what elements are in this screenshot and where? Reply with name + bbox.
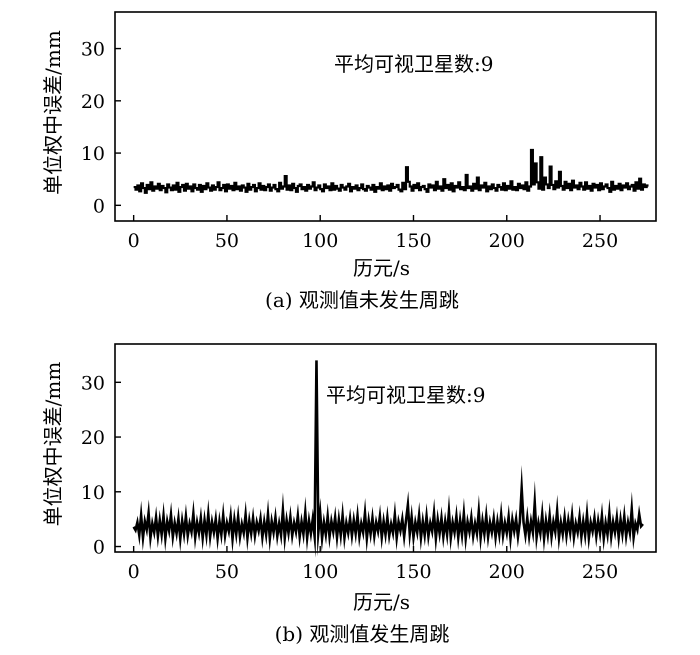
x-axis-label: 历元/s [353, 590, 410, 614]
series-line-0 [133, 148, 649, 194]
y-tick-label-30: 30 [81, 39, 105, 61]
y-axis-label: 单位权中误差/mm [41, 30, 65, 195]
chart-panel-a: 0 50 100 150 200 250 0 10 20 30 平均可视卫星数:9 历元/s 单位权中误… [41, 11, 657, 312]
x-tick-label-150: 150 [395, 230, 431, 252]
x-tick-label-50: 50 [215, 230, 239, 252]
y-tick-label-20: 20 [81, 91, 105, 113]
y-tick-label-10: 10 [81, 482, 105, 504]
x-tick-label-200: 200 [489, 561, 525, 583]
plot-frame [114, 11, 657, 222]
panel-caption: (a) 观测值未发生周跳 [265, 288, 459, 312]
y-tick-label-0: 0 [93, 195, 105, 217]
x-tick-label-100: 100 [302, 230, 338, 252]
y-tick-label-10: 10 [81, 143, 105, 165]
x-tick-label-250: 250 [582, 230, 618, 252]
y-tick-label-30: 30 [81, 372, 105, 394]
x-tick-label-250: 250 [582, 561, 618, 583]
x-tick-label-100: 100 [302, 561, 338, 583]
satellite-count-annotation: 平均可视卫星数:9 [334, 52, 493, 76]
series-line-0 [132, 360, 644, 558]
x-tick-label-0: 0 [128, 230, 140, 252]
x-tick-label-150: 150 [395, 561, 431, 583]
plot-frame [114, 343, 657, 553]
y-tick-label-0: 0 [93, 537, 105, 559]
satellite-count-annotation: 平均可视卫星数:9 [326, 383, 485, 407]
panel-caption: (b) 观测值发生周跳 [275, 622, 450, 646]
chart-panel-b: 0 50 100 150 200 250 0 10 20 30 平均可视卫星数:9 历元/s 单位权中误… [41, 343, 657, 646]
x-tick-label-50: 50 [215, 561, 239, 583]
x-tick-label-200: 200 [489, 230, 525, 252]
x-tick-label-0: 0 [128, 561, 140, 583]
y-axis-label: 单位权中误差/mm [41, 362, 65, 527]
x-axis-label: 历元/s [353, 256, 410, 280]
y-tick-label-20: 20 [81, 427, 105, 449]
